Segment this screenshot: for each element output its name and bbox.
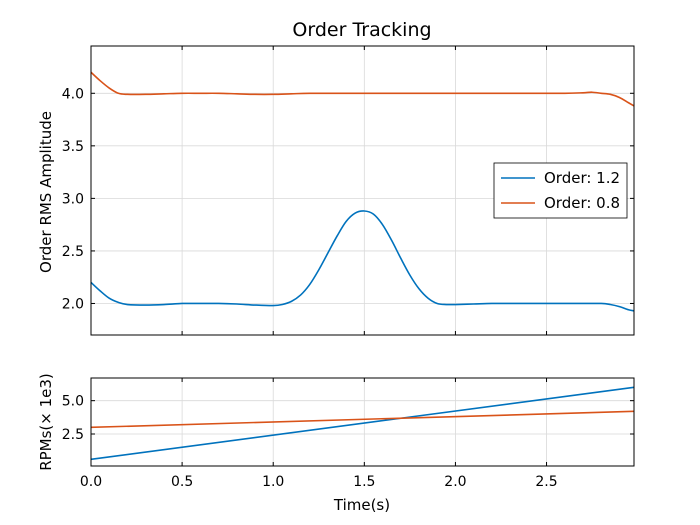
chart-title: Order Tracking xyxy=(292,19,431,41)
top-ytick-label: 2.0 xyxy=(62,296,84,312)
bottom-xtick-label: 0.0 xyxy=(80,474,102,490)
top-ylabel: Order RMS Amplitude xyxy=(37,111,55,273)
top-ytick-label: 3.0 xyxy=(62,191,84,207)
bottom-ytick-label: 2.5 xyxy=(62,427,84,443)
bottom-axes: 0.0 0.5 1.0 1.5 2.0 2.5 2.5 5.0 RPMs(× 1e3) Tim… xyxy=(37,373,634,514)
top-ytick-label: 4.0 xyxy=(62,86,84,102)
bottom-xtick-label: 1.0 xyxy=(262,474,284,490)
top-ytick-label: 2.5 xyxy=(62,244,84,260)
legend: Order: 1.2 Order: 0.8 xyxy=(494,163,627,218)
legend-label-order-1-2: Order: 1.2 xyxy=(544,169,620,187)
bottom-series-line-1 xyxy=(91,411,634,427)
bottom-xtick-label: 1.5 xyxy=(353,474,375,490)
bottom-xtick-label: 0.5 xyxy=(171,474,193,490)
top-series-line-0 xyxy=(91,211,634,311)
bottom-xtick-label: 2.5 xyxy=(535,474,557,490)
bottom-series-layer xyxy=(91,387,634,459)
legend-label-order-0-8: Order: 0.8 xyxy=(544,194,620,212)
top-ytick-label: 3.5 xyxy=(62,139,84,155)
bottom-series-line-0 xyxy=(91,387,634,459)
bottom-ylabel: RPMs(× 1e3) xyxy=(37,373,55,471)
bottom-xlabel: Time(s) xyxy=(333,496,390,514)
bottom-xtick-label: 2.0 xyxy=(444,474,466,490)
bottom-ytick-label: 5.0 xyxy=(62,394,84,410)
top-series-line-1 xyxy=(91,72,634,106)
bottom-axes-frame xyxy=(91,378,634,466)
bottom-grid xyxy=(91,378,634,466)
